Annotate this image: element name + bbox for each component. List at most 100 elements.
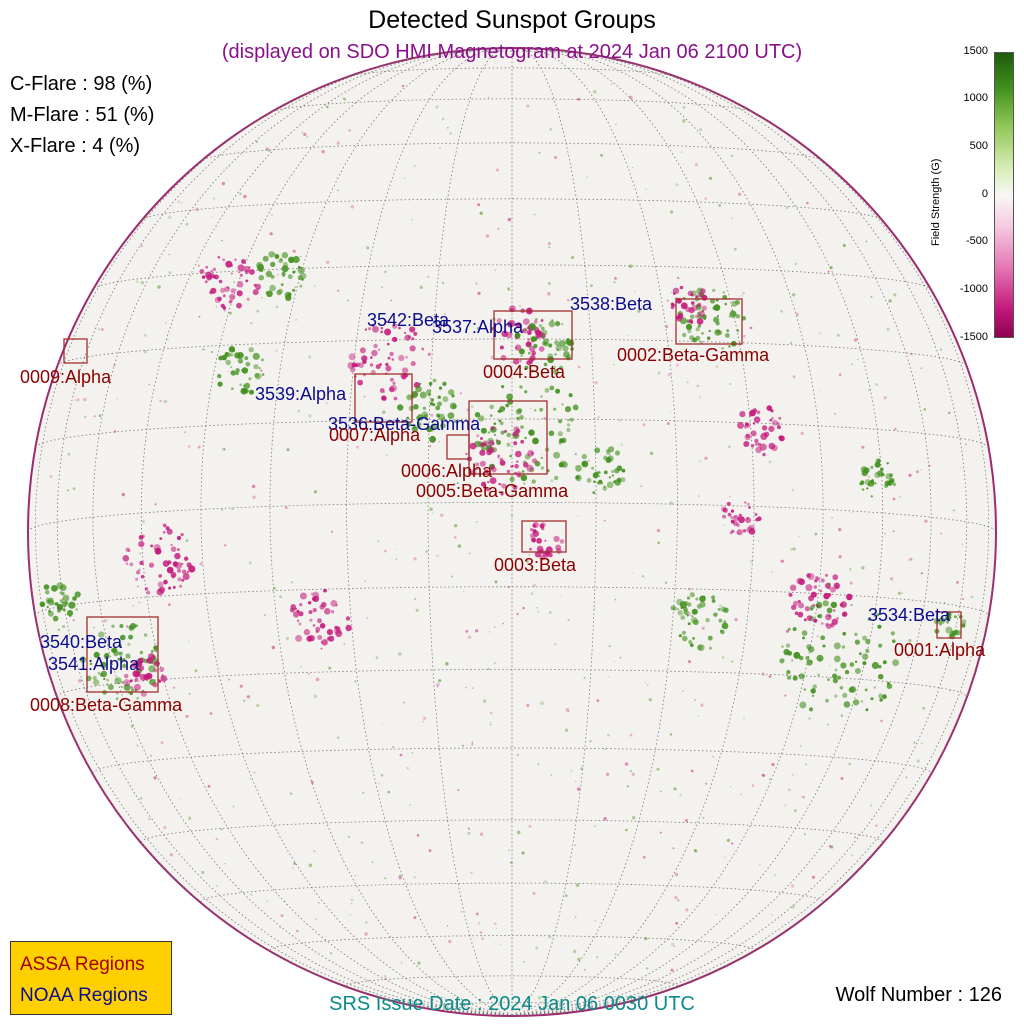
field-speckle [758,863,761,866]
field-speckle [589,284,593,288]
field-patch [698,310,705,318]
field-patch [846,593,853,601]
field-speckle [880,609,882,612]
field-patch [206,274,213,281]
field-speckle [308,414,312,418]
field-patch [498,419,502,423]
field-speckle [656,529,661,533]
field-speckle [140,244,143,248]
field-patch [561,403,564,406]
field-patch [553,451,561,459]
field-patch [806,659,813,666]
field-patch [614,468,620,474]
field-speckle [490,721,492,724]
field-speckle [589,740,592,743]
field-patch [44,590,50,595]
field-patch [801,630,808,636]
field-patch [159,537,163,540]
box-0003[interactable] [521,520,567,553]
noaa-label-3538: 3538:Beta [570,294,653,314]
field-speckle [369,100,371,102]
field-speckle [432,512,434,514]
field-speckle [669,501,673,505]
field-patch [531,369,535,373]
box-0002[interactable] [675,298,743,345]
field-patch [438,386,443,390]
field-patch [860,480,865,485]
box-0006[interactable] [446,434,470,460]
field-speckle [440,513,444,517]
field-speckle [577,957,581,961]
grid-line [511,51,932,1016]
field-patch [608,446,615,453]
field-patch [864,688,868,692]
field-speckle [276,273,279,276]
field-speckle [181,202,183,204]
field-patch [153,645,159,651]
field-speckle [85,698,88,700]
field-speckle [74,399,77,401]
field-patch [833,609,836,612]
box-0008[interactable] [86,616,159,693]
field-speckle [308,355,312,359]
field-speckle [284,506,288,509]
field-patch [539,407,544,412]
field-speckle [625,828,628,832]
field-speckle [136,697,139,700]
field-speckle [550,774,553,777]
field-speckle [510,861,513,864]
field-speckle [800,431,804,436]
field-patch [722,514,727,519]
field-patch [199,269,205,274]
field-patch [727,512,732,517]
field-speckle [84,415,87,418]
field-patch [602,486,608,491]
field-patch [867,617,871,621]
field-patch [268,251,275,258]
field-patch [877,624,882,629]
field-speckle [806,201,809,205]
field-patch [249,269,255,275]
field-speckle [577,515,579,517]
field-patch [607,455,614,462]
field-patch [122,555,130,562]
field-patch [567,339,575,347]
field-speckle [422,716,427,720]
field-patch [384,328,392,336]
field-patch [735,300,740,305]
field-patch [554,475,559,481]
field-patch [776,421,780,426]
field-speckle [403,177,406,180]
field-speckle [577,97,581,101]
field-patch [295,634,303,642]
field-speckle [886,327,890,331]
field-patch [419,391,427,399]
field-patch [239,273,243,277]
box-0007[interactable] [354,373,413,423]
noaa-label-3542: 3542:Beta [367,310,450,330]
field-patch [820,635,826,641]
field-speckle [547,291,551,296]
field-speckle [685,819,688,823]
field-patch [699,595,706,603]
field-speckle [326,260,330,264]
field-patch [557,344,560,347]
box-0009[interactable] [63,338,88,364]
assa-label-0003: 0003:Beta [494,555,577,575]
field-speckle [790,547,793,551]
field-patch [746,517,749,520]
field-patch [123,673,129,679]
field-patch [504,429,507,433]
field-speckle [608,645,611,648]
field-speckle [366,617,369,619]
field-speckle [838,373,842,377]
field-patch [162,531,166,534]
field-patch [532,437,539,445]
box-0001[interactable] [936,611,962,639]
field-speckle [391,388,393,390]
field-speckle [865,240,868,243]
field-speckle [384,977,387,980]
box-0004[interactable] [493,310,573,360]
field-patch [840,662,847,669]
field-speckle [897,591,902,595]
